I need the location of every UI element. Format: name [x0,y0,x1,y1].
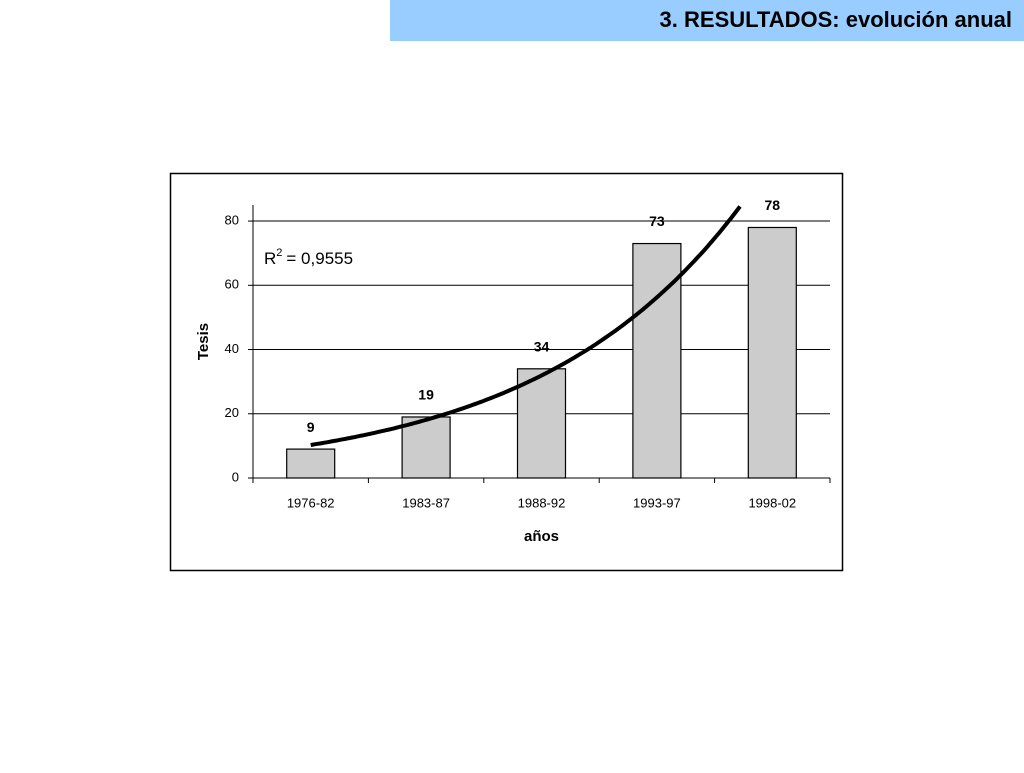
y-tick-label: 40 [225,341,239,356]
data-label: 19 [418,387,434,403]
y-tick-label: 20 [225,405,239,420]
x-axis-title: años [524,528,559,545]
bar [401,416,451,479]
y-tick-label: 60 [225,277,239,292]
data-label: 78 [765,197,781,213]
y-tick-label: 80 [225,212,239,227]
trend-line [310,205,742,447]
bar [286,448,336,479]
x-tick-label: 1993-97 [633,495,681,510]
data-label: 34 [534,339,550,355]
bar [747,226,797,479]
r2-label: R2 = 0,9555 [264,247,353,269]
y-tick-label: 0 [232,469,239,484]
r2-letter: R [264,249,276,268]
bar [632,242,682,479]
data-label: 9 [307,419,315,435]
r2-value: = 0,9555 [286,249,353,268]
data-label: 73 [649,213,665,229]
chart-frame [169,172,844,572]
r2-superscript: 2 [276,247,282,259]
bar [516,368,567,479]
x-tick-label: 1976-82 [287,495,335,510]
y-axis-title: Tesis [195,323,212,360]
x-tick-label: 1998-02 [748,495,796,510]
x-tick-label: 1988-92 [518,495,566,510]
x-tick-label: 1983-87 [402,495,450,510]
header-bar [390,0,1024,41]
header-title: 3. RESULTADOS: evolución anual [660,7,1012,32]
